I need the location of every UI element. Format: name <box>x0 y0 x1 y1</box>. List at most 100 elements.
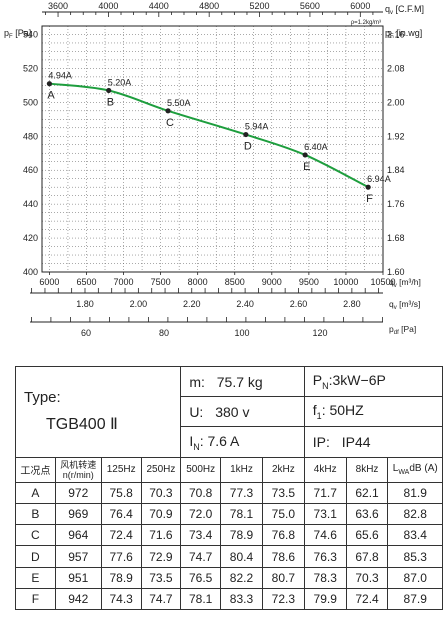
table-cell: 77.6 <box>100 545 142 568</box>
point-current-label: 4.94A <box>48 71 72 81</box>
m3s-axis-title: qv [m³/s] <box>389 299 420 311</box>
right-axis-sub: F <box>390 34 394 40</box>
left-tick-label: 540 <box>23 29 38 39</box>
pd-axis-symbol: p <box>389 324 394 334</box>
table-cell: 77.3 <box>220 481 263 505</box>
operating-point: F <box>15 587 56 611</box>
left-tick-label: 500 <box>23 97 38 107</box>
table-cell: 67.8 <box>345 545 389 568</box>
spec-row-1: Type: TGB400 Ⅱ m: 75.7 kg PN:3kW−6P <box>14 365 444 458</box>
top-tick-label: 4000 <box>98 1 118 11</box>
m3s-axis-unit: [m³/s] <box>397 299 421 309</box>
table-cell: 72.4 <box>100 524 142 547</box>
table-cell: 972 <box>54 481 102 505</box>
table-cell: 72.0 <box>180 503 222 526</box>
left-tick-label: 400 <box>23 267 38 277</box>
right-tick-label: 1.84 <box>387 165 405 175</box>
header-point: 工况点 <box>15 456 56 483</box>
chart-marks: 4.94A A 5.20A B 5.50A C 5.94A D 6.40A E 6.94A F <box>46 71 391 205</box>
operating-point: A <box>15 481 56 505</box>
table-cell: 964 <box>54 524 102 547</box>
left-axis-title: pF [Pa] <box>4 28 31 40</box>
top-axis-title: qv [C.F.M] <box>385 4 424 16</box>
current-cell: IN: 7.6 A <box>180 426 305 458</box>
table-row: E 951 78.9 73.5 76.5 82.2 80.7 78.3 70.3 87.0 <box>15 566 443 589</box>
table-row: F 942 74.3 74.7 78.1 83.3 72.3 79.9 72.4 87.9 <box>15 587 443 611</box>
table-cell: 957 <box>54 545 102 568</box>
left-axis-sub: F <box>9 34 13 40</box>
lwa-unit: dB (A) <box>409 463 438 475</box>
point-current-label: 6.40A <box>304 142 328 152</box>
ip-value: IP44 <box>341 434 371 451</box>
right-axis-unit: [in.wg] <box>394 28 423 38</box>
table-cell: 73.5 <box>261 481 305 505</box>
table-cell: 71.6 <box>140 524 182 547</box>
table-cell: 74.7 <box>140 587 182 611</box>
table-cell: 73.5 <box>140 566 182 589</box>
table-cell: 72.4 <box>345 587 389 611</box>
point-current-label: 5.20A <box>108 77 132 87</box>
top-tick-label: 5600 <box>300 1 320 11</box>
table-cell: 78.6 <box>261 545 305 568</box>
point-current-label: 6.94A <box>367 174 391 184</box>
operating-point-marker <box>365 184 371 190</box>
point-letter-label: D <box>244 141 252 153</box>
bottom-tick-label: 10000 <box>333 277 358 287</box>
bottom-tick-label: 7000 <box>114 277 134 287</box>
table-cell: 72.3 <box>261 587 305 611</box>
table-cell: 65.6 <box>345 524 389 547</box>
frequency-sub: 1 <box>316 411 322 422</box>
table-cell: 78.9 <box>220 524 263 547</box>
point-letter-label: B <box>107 96 114 108</box>
table-row: A 972 75.8 70.3 70.8 77.3 73.5 71.7 62.1 81.9 <box>15 481 443 505</box>
frequency-cell: f1: 50HZ <box>303 396 444 428</box>
table-cell: 78.3 <box>303 566 347 589</box>
table-cell: 74.6 <box>303 524 347 547</box>
table-cell: 79.9 <box>303 587 347 611</box>
ip-cell: IP: IP44 <box>303 426 444 458</box>
current-label: I <box>189 432 194 449</box>
pd-axis-unit: [Pa] <box>399 324 416 334</box>
table-cell: 76.4 <box>100 503 142 526</box>
performance-curve <box>49 82 369 189</box>
left-tick-label: 440 <box>23 199 38 209</box>
table-cell: 71.7 <box>303 481 347 505</box>
noise-rows: A 972 75.8 70.3 70.8 77.3 73.5 71.7 62.1 81.9 B 969… <box>15 481 443 611</box>
table-row: B 969 76.4 70.9 72.0 78.1 75.0 73.1 63.6 82.8 <box>15 503 443 526</box>
left-tick-label: 460 <box>23 165 38 175</box>
m3s-tick-label: 2.40 <box>236 299 254 309</box>
table-cell: 62.1 <box>345 481 389 505</box>
top-tick-label: 4800 <box>199 1 219 11</box>
table-cell: 70.9 <box>140 503 182 526</box>
ip-label: IP: <box>312 434 330 451</box>
bottom-axis-unit: [m³/h] <box>397 277 421 287</box>
table-cell: 82.8 <box>387 503 443 526</box>
table-cell: 85.3 <box>387 545 443 568</box>
right-axis-title: pF [in.wg] <box>385 28 422 40</box>
bottom-tick-label: 10500 <box>370 277 395 287</box>
pd-tick-label: 60 <box>81 328 91 338</box>
frequency-value: : 50HZ <box>321 402 364 419</box>
model-name: TGB400 Ⅱ <box>46 416 118 434</box>
bottom-axis-sub: v <box>394 283 397 289</box>
bottom-axis-symbol: q <box>389 277 394 287</box>
header-2khz: 2kHz <box>261 456 305 483</box>
noise-header-row: 工况点 风机转速 n(r/min) 125Hz 250Hz 500Hz 1kHz… <box>15 456 443 483</box>
operating-point-marker <box>46 81 53 87</box>
current-sub: N <box>193 441 200 452</box>
mass-label: m: <box>189 373 205 390</box>
left-axis-symbol: p <box>4 28 9 38</box>
right-tick-label: 2.16 <box>387 29 405 39</box>
header-125hz: 125Hz <box>100 456 142 483</box>
header-500hz: 500Hz <box>180 456 222 483</box>
operating-point: B <box>15 503 56 526</box>
fan-spec-table: Type: TGB400 Ⅱ m: 75.7 kg PN:3kW−6P U: 3… <box>14 365 444 611</box>
table-cell: 73.1 <box>303 503 347 526</box>
pd-axis-sub: df <box>394 330 399 336</box>
table-cell: 942 <box>54 587 102 611</box>
m3s-tick-label: 1.80 <box>76 299 94 309</box>
right-tick-label: 1.76 <box>387 199 405 209</box>
header-8khz: 8kHz <box>345 456 389 483</box>
